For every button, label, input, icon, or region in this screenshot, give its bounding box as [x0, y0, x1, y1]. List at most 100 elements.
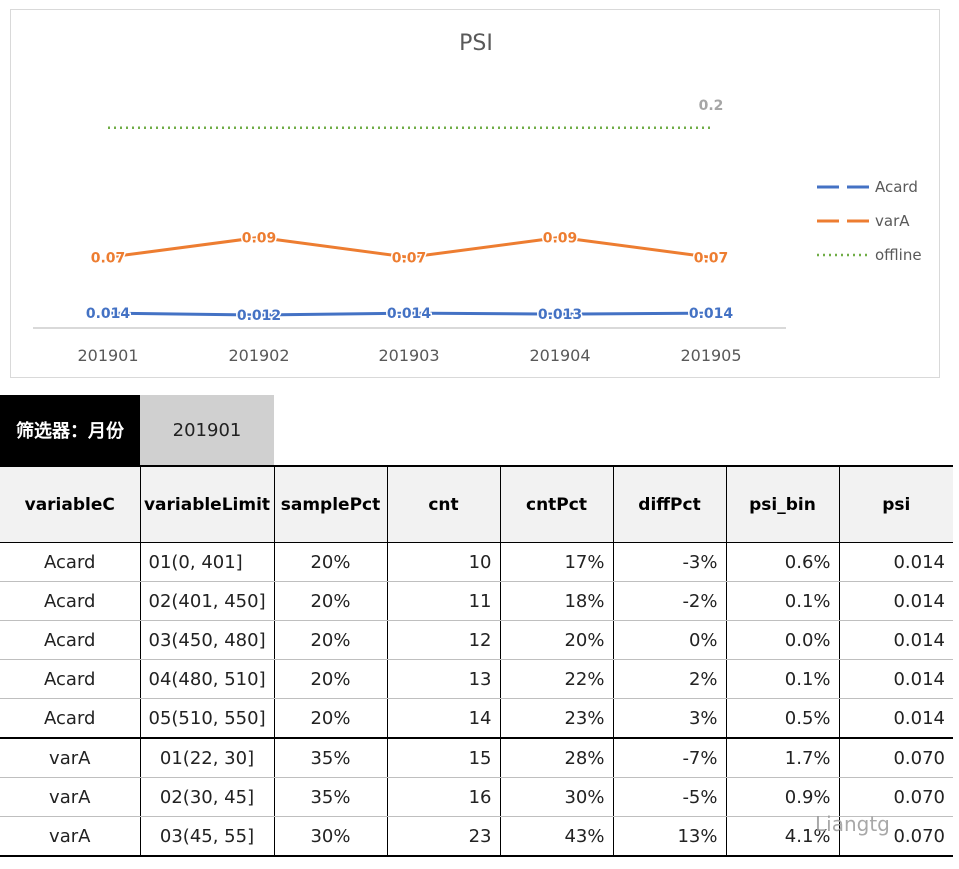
table-cell-cntpct: 18%: [499, 581, 614, 621]
table-row: Acard 01(0, 401] 20% 10 17% -3% 0.6% 0.014: [0, 542, 953, 582]
table-cell-variablelimit: 02(401, 450]: [139, 581, 275, 621]
x-tick-label: 201901: [77, 346, 138, 365]
header-samplepct[interactable]: samplePct: [273, 465, 388, 543]
table-cell-variablelimit: 01(0, 401]: [139, 542, 275, 582]
table-cell-psi-bin: 0.0%: [725, 620, 840, 660]
table-row: varA 03(45, 55] 30% 23 43% 13% 4.1% 0.070: [0, 816, 953, 857]
table-cell-cntpct: 28%: [499, 737, 614, 778]
table-cell-cnt: 12: [386, 620, 501, 660]
table-cell-psi-bin: 1.7%: [725, 737, 840, 778]
series-line-vara: [107, 235, 712, 259]
table-cell-psi-bin: 0.1%: [725, 581, 840, 621]
data-label: 0.012: [237, 308, 281, 324]
filter-label: 筛选器：月份: [0, 395, 140, 465]
header-diffpct[interactable]: diffPct: [612, 465, 727, 543]
table-cell-samplepct: 30%: [273, 816, 388, 857]
table-row: Acard 02(401, 450] 20% 11 18% -2% 0.1% 0.014: [0, 581, 953, 621]
data-label: 0.014: [387, 306, 432, 322]
table-cell-variablelimit: 02(30, 45]: [139, 777, 275, 817]
header-variablelimit[interactable]: variableLimit: [139, 465, 275, 543]
table-row: Acard 04(480, 510] 20% 13 22% 2% 0.1% 0.014: [0, 659, 953, 699]
table-cell-variablec: varA: [0, 777, 141, 817]
data-label: 0.07: [392, 250, 427, 266]
table-cell-variablec: Acard: [0, 620, 141, 660]
table-cell-cnt: 16: [386, 777, 501, 817]
x-tick-label: 201904: [529, 346, 590, 365]
table-cell-psi: 0.070: [838, 777, 953, 817]
table-cell-samplepct: 20%: [273, 659, 388, 699]
chart-title: PSI: [459, 31, 493, 56]
table-cell-diffpct: -5%: [612, 777, 727, 817]
table-cell-samplepct: 20%: [273, 542, 388, 582]
table-cell-cntpct: 30%: [499, 777, 614, 817]
header-cntpct[interactable]: cntPct: [499, 465, 614, 543]
series-line-acard: [107, 311, 712, 317]
table-cell-diffpct: 3%: [612, 698, 727, 739]
table-cell-psi-bin: 0.5%: [725, 698, 840, 739]
data-label: 0.013: [538, 307, 582, 323]
data-label: 0.07: [91, 250, 126, 266]
table-header-row: variableC variableLimit samplePct cnt cn…: [0, 465, 953, 543]
psi-detail-table: variableC variableLimit samplePct cnt cn…: [0, 465, 953, 857]
x-tick-label: 201903: [378, 346, 439, 365]
table-cell-cntpct: 20%: [499, 620, 614, 660]
legend-label-acard: Acard: [875, 178, 918, 196]
table-cell-cnt: 14: [386, 698, 501, 739]
table-cell-cnt: 11: [386, 581, 501, 621]
header-cnt[interactable]: cnt: [386, 465, 501, 543]
data-label: 0.2: [699, 98, 724, 114]
table-cell-samplepct: 20%: [273, 698, 388, 739]
x-tick-label: 201905: [680, 346, 741, 365]
table-cell-variablec: Acard: [0, 698, 141, 739]
table-cell-cnt: 23: [386, 816, 501, 857]
table-cell-samplepct: 35%: [273, 737, 388, 778]
table-cell-cnt: 10: [386, 542, 501, 582]
table-cell-variablelimit: 03(45, 55]: [139, 816, 275, 857]
table-cell-variablelimit: 04(480, 510]: [139, 659, 275, 699]
data-label: 0.014: [86, 306, 131, 322]
chart-panel: PSI 201901 201902 201903 201904 201905 0.014 0.…: [10, 9, 940, 378]
table-cell-psi-bin: 0.1%: [725, 659, 840, 699]
table-row: Acard 05(510, 550] 20% 14 23% 3% 0.5% 0.014: [0, 698, 953, 739]
data-label: 0.014: [689, 306, 734, 322]
table-cell-samplepct: 35%: [273, 777, 388, 817]
table-cell-psi: 0.014: [838, 620, 953, 660]
table-cell-psi: 0.014: [838, 581, 953, 621]
table-cell-psi: 0.014: [838, 659, 953, 699]
table-cell-psi-bin: 0.6%: [725, 542, 840, 582]
table-cell-cntpct: 23%: [499, 698, 614, 739]
table-cell-variablec: Acard: [0, 542, 141, 582]
header-psi[interactable]: psi: [838, 465, 953, 543]
table-cell-cnt: 13: [386, 659, 501, 699]
table-cell-diffpct: 13%: [612, 816, 727, 857]
table-cell-psi: 0.070: [838, 816, 953, 857]
table-cell-cntpct: 17%: [499, 542, 614, 582]
legend-label-offline: offline: [875, 246, 922, 264]
x-tick-label: 201902: [228, 346, 289, 365]
table-cell-variablelimit: 03(450, 480]: [139, 620, 275, 660]
table-cell-psi-bin: 0.9%: [725, 777, 840, 817]
table-cell-samplepct: 20%: [273, 620, 388, 660]
psi-line-chart: PSI 201901 201902 201903 201904 201905 0.014 0.…: [33, 31, 922, 365]
table-cell-psi: 0.070: [838, 737, 953, 778]
data-label: 0.09: [543, 230, 578, 246]
table-cell-diffpct: 0%: [612, 620, 727, 660]
table-cell-variablec: varA: [0, 816, 141, 857]
table-row: varA 02(30, 45] 35% 16 30% -5% 0.9% 0.070: [0, 777, 953, 817]
table-cell-diffpct: -3%: [612, 542, 727, 582]
table-cell-variablec: Acard: [0, 581, 141, 621]
table-cell-cntpct: 43%: [499, 816, 614, 857]
table-cell-psi-bin: 4.1%: [725, 816, 840, 857]
table-cell-psi: 0.014: [838, 698, 953, 739]
table-cell-variablelimit: 05(510, 550]: [139, 698, 275, 739]
header-variablec[interactable]: variableC: [0, 465, 141, 543]
table-cell-diffpct: 2%: [612, 659, 727, 699]
table-cell-variablec: varA: [0, 737, 141, 778]
table-row: varA 01(22, 30] 35% 15 28% -7% 1.7% 0.070: [0, 737, 953, 778]
table-cell-variablec: Acard: [0, 659, 141, 699]
filter-month-selector[interactable]: 201901: [140, 395, 274, 465]
table-cell-variablelimit: 01(22, 30]: [139, 737, 275, 778]
legend-label-vara: varA: [875, 212, 910, 230]
table-cell-diffpct: -7%: [612, 737, 727, 778]
header-psi-bin[interactable]: psi_bin: [725, 465, 840, 543]
